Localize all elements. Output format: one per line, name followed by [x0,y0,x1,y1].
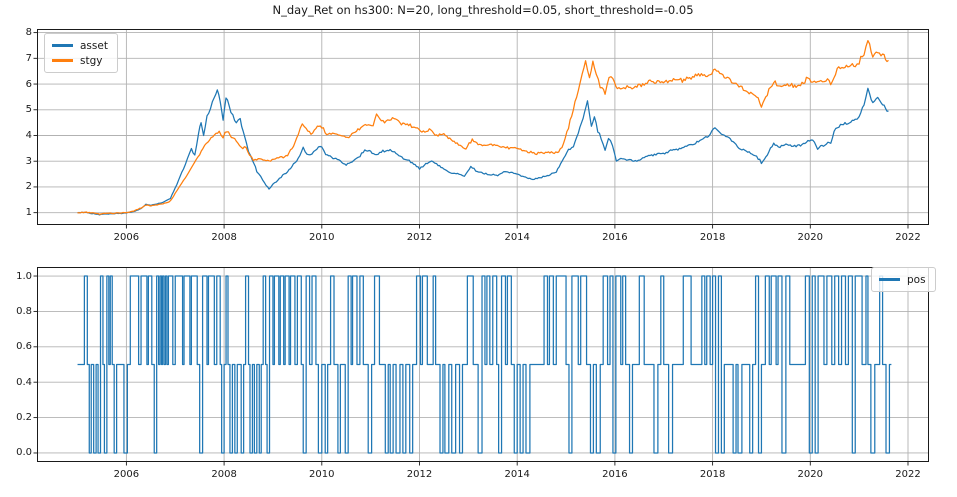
y-tick-label-8: 8 [25,27,32,39]
x-tick-label-2012: 2012 [406,469,433,480]
axes-spines [37,29,929,225]
legend-label-pos: pos [907,273,926,286]
legend-label-stgy: stgy [80,54,103,67]
legend-item-asset: asset [52,38,108,53]
x-tick-label-2020: 2020 [797,469,823,480]
y-tick-label-1.0: 1.0 [16,270,32,282]
x-tick-label-2020: 2020 [797,232,823,243]
y-tick-label-2: 2 [25,181,32,193]
legend-returns: asset stgy [44,33,118,73]
x-tick-label-2006: 2006 [113,469,140,480]
pos-line [77,275,892,454]
x-tick-label-2008: 2008 [211,232,237,243]
x-tick-label-2016: 2016 [602,469,628,480]
asset-line [77,87,889,216]
x-tick-label-2022: 2022 [895,232,921,243]
y-tick-label-1: 1 [25,207,32,219]
y-tick-label-3: 3 [25,155,32,167]
x-tick-label-2012: 2012 [406,232,433,243]
returns-plot [33,29,929,229]
x-tick-label-2014: 2014 [504,232,530,243]
y-tick-label-0.2: 0.2 [16,412,32,424]
legend-item-pos: pos [879,272,926,287]
x-tick-label-2018: 2018 [699,232,726,243]
pos-line-swatch [879,278,900,281]
y-tick-label-4: 4 [25,129,32,141]
x-tick-label-2008: 2008 [211,469,237,480]
pos-plot [33,267,929,466]
x-tick-label-2014: 2014 [504,469,530,480]
legend-pos: pos [871,267,936,292]
y-tick-label-0.4: 0.4 [16,376,32,388]
legend-label-asset: asset [80,39,108,52]
stgy-line-swatch [52,59,73,62]
stgy-line [77,39,889,216]
x-tick-label-2010: 2010 [309,232,335,243]
x-tick-label-2006: 2006 [113,232,140,243]
asset-line-swatch [52,44,73,47]
chart-title: N_day_Ret on hs300: N=20, long_threshold… [272,3,694,17]
y-tick-label-5: 5 [25,104,32,116]
y-tick-label-0.0: 0.0 [16,447,32,459]
y-tick-label-0.8: 0.8 [16,305,32,317]
y-tick-label-6: 6 [25,78,32,90]
y-tick-label-0.6: 0.6 [16,341,32,353]
legend-item-stgy: stgy [52,53,108,68]
x-tick-label-2022: 2022 [895,469,921,480]
x-tick-label-2018: 2018 [699,469,726,480]
axes-spines [37,267,929,462]
x-tick-label-2010: 2010 [309,469,335,480]
y-tick-label-7: 7 [25,52,32,64]
x-tick-label-2016: 2016 [602,232,628,243]
